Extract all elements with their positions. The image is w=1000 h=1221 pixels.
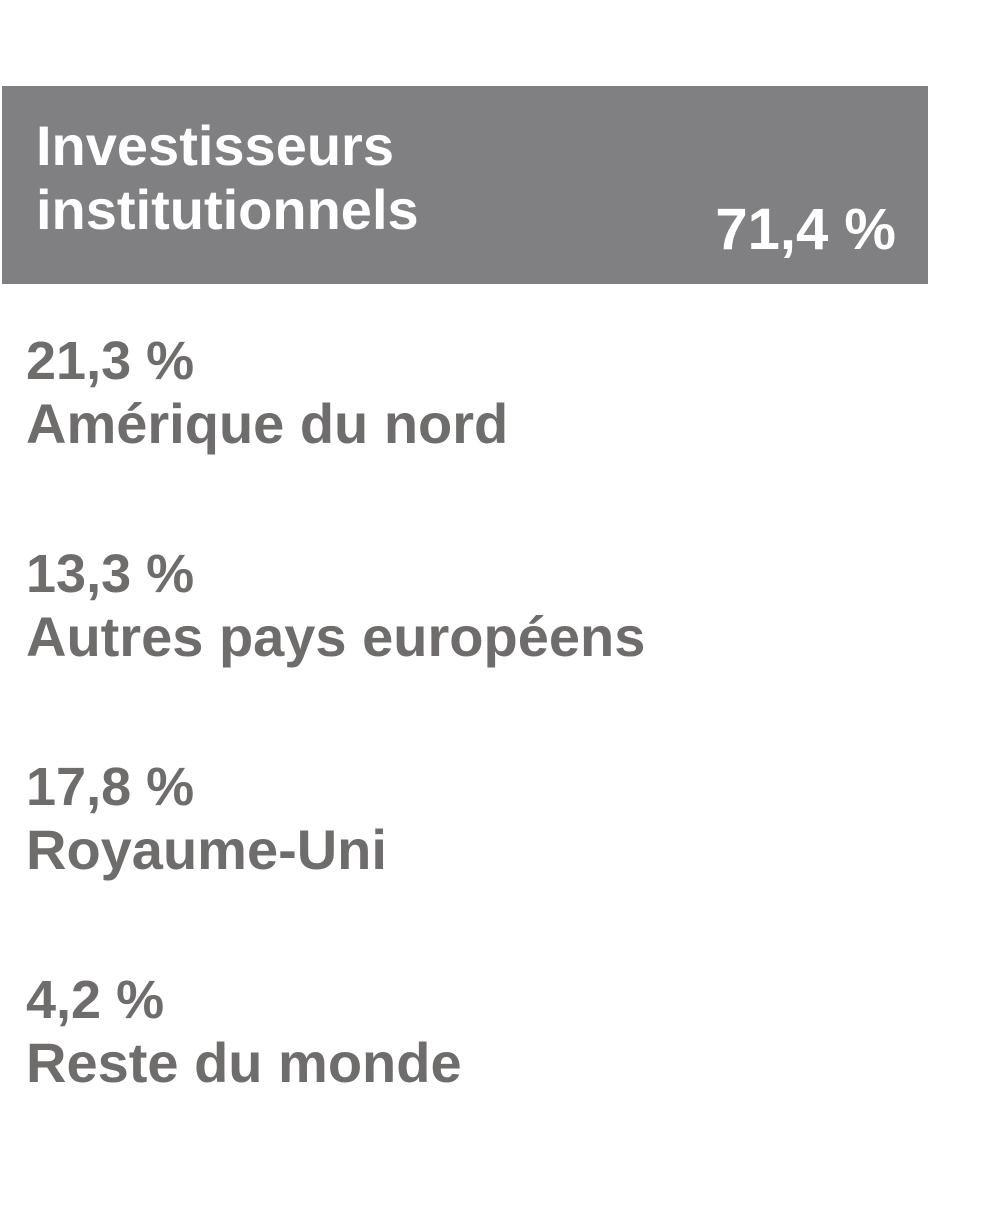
breakdown-value: 4,2 % [26,970,165,1030]
breakdown-item-royaume-uni: 17,8 % Royaume-Uni [26,756,966,969]
breakdown-item-amerique-du-nord: 21,3 % Amérique du nord [26,330,966,543]
breakdown-value: 17,8 % [26,757,195,817]
breakdown-value: 13,3 % [26,544,195,604]
breakdown-list: 21,3 % Amérique du nord 13,3 % Autres pa… [26,330,966,1182]
breakdown-value: 21,3 % [26,331,195,391]
header-title: Investisseurs institutionnels [36,114,419,241]
breakdown-item-autres-pays-europeens: 13,3 % Autres pays européens [26,543,966,756]
breakdown-label: Royaume-Uni [26,818,387,881]
breakdown-label: Amérique du nord [26,392,509,455]
header-banner: Investisseurs institutionnels 71,4 % [2,86,928,284]
breakdown-label: Reste du monde [26,1031,462,1094]
breakdown-item-reste-du-monde: 4,2 % Reste du monde [26,969,966,1182]
header-total-value: 71,4 % [715,197,896,262]
breakdown-label: Autres pays européens [26,605,646,668]
